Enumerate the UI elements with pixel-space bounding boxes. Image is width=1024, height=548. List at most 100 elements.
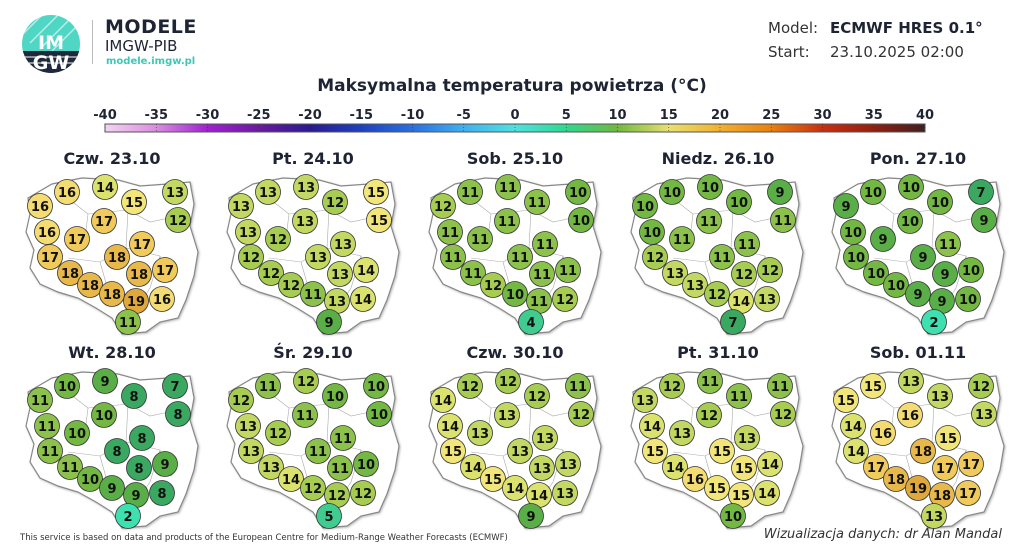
colorbar-tick-label: -10	[401, 108, 425, 123]
station-marker	[955, 286, 981, 312]
day-title: Pon. 27.10	[870, 149, 966, 168]
station-marker	[659, 179, 685, 205]
station-marker	[568, 207, 594, 233]
station-marker	[265, 420, 291, 446]
station-value: 11	[559, 264, 577, 279]
brand-divider	[92, 20, 93, 64]
station-marker	[632, 193, 658, 219]
station-value: 13	[259, 186, 277, 201]
station-marker	[126, 261, 152, 287]
station-marker	[968, 373, 994, 399]
credit-note: Wizualizacja danych: dr Alan Mandal	[763, 527, 1002, 542]
station-marker	[330, 231, 356, 257]
station-value: 11	[259, 380, 277, 395]
station-value: 14	[354, 293, 372, 308]
station-value: 11	[569, 380, 587, 395]
station-marker	[305, 244, 331, 270]
station-value: 13	[738, 432, 756, 447]
station-marker	[697, 368, 723, 394]
colorbar-tick-label: 35	[865, 108, 883, 123]
station-marker	[92, 174, 118, 200]
station-value: 13	[297, 181, 315, 196]
chart-title: Maksymalna temperatura powietrza (°C)	[317, 76, 707, 96]
station-marker	[126, 455, 152, 481]
station-marker	[897, 402, 923, 428]
station-value: 8	[134, 462, 143, 477]
station-marker	[129, 425, 155, 451]
station-marker	[152, 451, 178, 477]
colorbar-tick-label: -40	[93, 108, 117, 123]
station-marker	[565, 373, 591, 399]
station-value: 16	[874, 427, 892, 442]
station-value: 8	[112, 445, 121, 460]
station-marker	[366, 207, 392, 233]
station-marker	[353, 451, 379, 477]
station-value: 11	[533, 268, 551, 283]
station-value: 19	[909, 482, 927, 497]
station-marker	[757, 257, 783, 283]
station-value: 13	[498, 409, 516, 424]
station-value: 10	[931, 196, 949, 211]
station-value: 11	[536, 238, 554, 253]
station-marker	[843, 438, 869, 464]
station-marker	[228, 193, 254, 219]
station-value: 10	[81, 473, 99, 488]
station-value: 18	[887, 473, 905, 488]
station-marker	[457, 373, 483, 399]
station-value: 9	[131, 489, 140, 504]
station-value: 12	[282, 279, 300, 294]
station-value: 13	[471, 427, 489, 442]
brand-url[interactable]: modele.imgw.pl	[106, 56, 196, 67]
station-marker	[532, 231, 558, 257]
station-value: 10	[58, 380, 76, 395]
station-marker	[77, 272, 103, 298]
station-value: 13	[232, 200, 250, 215]
station-value: 10	[701, 181, 719, 196]
station-value: 10	[68, 427, 86, 442]
station-marker	[898, 368, 924, 394]
station-value: 18	[914, 445, 932, 460]
station-marker	[860, 373, 886, 399]
station-marker	[152, 257, 178, 283]
station-marker	[529, 261, 555, 287]
day-title: Niedz. 26.10	[662, 149, 775, 168]
station-marker	[104, 438, 130, 464]
station-value: 12	[484, 279, 502, 294]
station-value: 10	[663, 186, 681, 201]
station-value: 8	[137, 432, 146, 447]
station-value: 14	[357, 264, 375, 279]
model-label: Model:	[768, 19, 819, 37]
station-value: 17	[959, 487, 977, 502]
station-marker	[767, 179, 793, 205]
station-marker	[682, 272, 708, 298]
station-value: 2	[929, 316, 938, 331]
station-value: 11	[498, 215, 516, 230]
station-marker	[292, 208, 318, 234]
station-marker	[883, 272, 909, 298]
colorbar-tick-label: -30	[196, 108, 220, 123]
station-value: 12	[297, 375, 315, 390]
station-marker	[327, 455, 353, 481]
station-marker	[162, 373, 188, 399]
station-value: 13	[262, 461, 280, 476]
station-value: 13	[931, 390, 949, 405]
station-marker	[767, 373, 793, 399]
station-value: 11	[41, 445, 59, 460]
station-marker	[467, 226, 493, 252]
station-marker	[494, 402, 520, 428]
station-value: 12	[169, 214, 187, 229]
colorbar-tick-label: 15	[660, 108, 678, 123]
station-marker	[322, 189, 348, 215]
station-value: 14	[506, 482, 524, 497]
station-value: 15	[837, 394, 855, 409]
station-value: 16	[31, 200, 49, 215]
station-marker	[726, 189, 752, 215]
station-value: 13	[328, 295, 346, 310]
station-value: 11	[700, 215, 718, 230]
station-value: 8	[157, 487, 166, 502]
station-marker	[833, 193, 859, 219]
station-marker	[430, 193, 456, 219]
station-value: 14	[643, 420, 661, 435]
